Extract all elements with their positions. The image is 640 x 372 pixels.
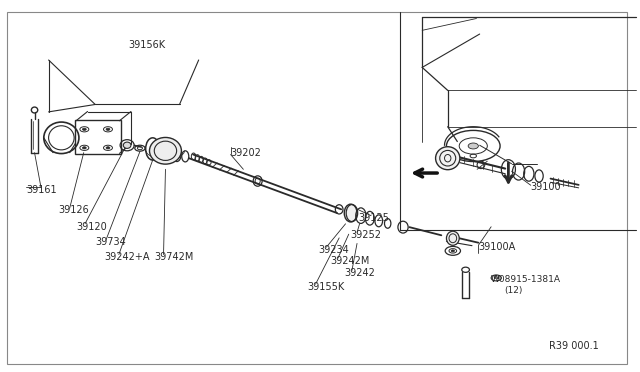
Ellipse shape <box>150 137 181 164</box>
Text: 39252: 39252 <box>351 230 381 240</box>
Ellipse shape <box>447 231 460 245</box>
Ellipse shape <box>451 250 454 252</box>
Text: 39242M: 39242M <box>330 256 369 266</box>
Ellipse shape <box>436 147 460 170</box>
Text: W: W <box>493 275 500 280</box>
Text: 39742M: 39742M <box>154 252 193 262</box>
Text: 39234: 39234 <box>319 245 349 255</box>
Ellipse shape <box>124 142 131 148</box>
Text: 39156K: 39156K <box>129 40 166 50</box>
Text: 39161: 39161 <box>26 185 57 195</box>
Ellipse shape <box>344 204 357 222</box>
FancyBboxPatch shape <box>75 120 121 154</box>
Text: 39155K: 39155K <box>307 282 344 292</box>
Text: 39242+A: 39242+A <box>105 252 150 262</box>
Text: 39126: 39126 <box>58 205 89 215</box>
Text: 39120: 39120 <box>76 222 107 232</box>
Text: R39 000.1: R39 000.1 <box>548 341 598 351</box>
Circle shape <box>468 143 478 149</box>
Text: 39100: 39100 <box>531 182 561 192</box>
Text: 39100A: 39100A <box>478 242 516 252</box>
Circle shape <box>83 147 86 149</box>
Text: 39202: 39202 <box>230 148 262 158</box>
Circle shape <box>83 128 86 131</box>
Text: 39734: 39734 <box>95 237 126 247</box>
Circle shape <box>106 128 110 131</box>
Circle shape <box>106 147 110 149</box>
Text: 39242: 39242 <box>344 268 375 278</box>
Text: (12): (12) <box>504 286 522 295</box>
Text: 39125: 39125 <box>358 212 389 222</box>
Text: W08915-1381A: W08915-1381A <box>491 275 561 284</box>
